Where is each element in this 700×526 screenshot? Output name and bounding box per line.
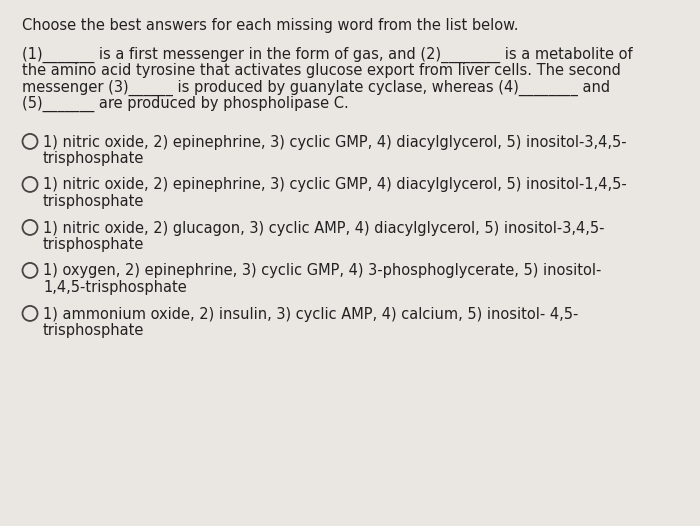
- Text: trisphosphate: trisphosphate: [43, 237, 144, 252]
- Text: trisphosphate: trisphosphate: [43, 194, 144, 209]
- Text: (1)_______ is a first messenger in the form of gas, and (2)________ is a metabol: (1)_______ is a first messenger in the f…: [22, 46, 633, 63]
- Text: 1) nitric oxide, 2) epinephrine, 3) cyclic GMP, 4) diacylglycerol, 5) inositol-1: 1) nitric oxide, 2) epinephrine, 3) cycl…: [43, 177, 627, 193]
- Text: trisphosphate: trisphosphate: [43, 323, 144, 338]
- Text: messenger (3)______ is produced by guanylate cyclase, whereas (4)________ and: messenger (3)______ is produced by guany…: [22, 79, 610, 96]
- Text: Choose the best answers for each missing word from the list below.: Choose the best answers for each missing…: [22, 18, 519, 33]
- Text: 1) ammonium oxide, 2) insulin, 3) cyclic AMP, 4) calcium, 5) inositol- 4,5-: 1) ammonium oxide, 2) insulin, 3) cyclic…: [43, 307, 578, 321]
- Text: 1) oxygen, 2) epinephrine, 3) cyclic GMP, 4) 3-phosphoglycerate, 5) inositol-: 1) oxygen, 2) epinephrine, 3) cyclic GMP…: [43, 264, 601, 278]
- Text: trisphosphate: trisphosphate: [43, 151, 144, 166]
- Text: (5)_______ are produced by phospholipase C.: (5)_______ are produced by phospholipase…: [22, 96, 349, 112]
- Text: 1) nitric oxide, 2) glucagon, 3) cyclic AMP, 4) diacylglycerol, 5) inositol-3,4,: 1) nitric oxide, 2) glucagon, 3) cyclic …: [43, 220, 605, 236]
- Text: 1) nitric oxide, 2) epinephrine, 3) cyclic GMP, 4) diacylglycerol, 5) inositol-3: 1) nitric oxide, 2) epinephrine, 3) cycl…: [43, 135, 627, 149]
- Text: 1,4,5-trisphosphate: 1,4,5-trisphosphate: [43, 280, 187, 295]
- Text: the amino acid tyrosine that activates glucose export from liver cells. The seco: the amino acid tyrosine that activates g…: [22, 63, 621, 78]
